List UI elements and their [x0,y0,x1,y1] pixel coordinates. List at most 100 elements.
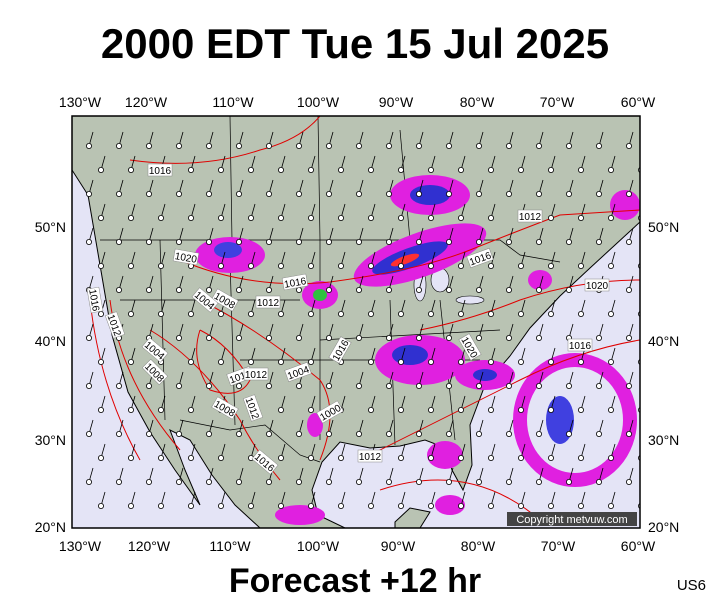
lat-label-left: 40°N [35,333,66,349]
station [145,430,152,437]
station [397,502,404,509]
station [295,238,302,245]
station [277,262,284,269]
station [217,358,224,365]
station [217,454,224,461]
station [638,263,640,269]
station [86,190,93,197]
station [277,454,284,461]
station [397,406,404,413]
station [397,454,404,461]
station [475,334,482,341]
station [355,286,362,293]
station [445,478,452,485]
station [205,190,212,197]
station [385,430,392,437]
station [157,214,164,221]
station [518,358,525,365]
station [116,142,123,149]
isobar-label: 1012 [243,367,269,381]
station [608,502,615,509]
isobar-label-text: 1012 [359,452,382,463]
station [247,262,254,269]
station [307,406,314,413]
station [608,166,615,173]
isobar-label: 1016 [567,338,593,352]
station [475,286,482,293]
station [578,454,585,461]
station [566,190,573,197]
isobar-label-box [251,449,279,475]
station [307,310,314,317]
station [638,503,640,509]
lon-label-bottom: 120°W [128,538,171,554]
station [397,310,404,317]
station [175,190,182,197]
station [86,142,93,149]
lat-label-right: 40°N [648,333,679,349]
station [548,406,555,413]
station [217,502,224,509]
station [355,190,362,197]
station [626,238,633,245]
map-area [72,116,645,528]
wind-barb [641,300,645,314]
station [205,142,212,149]
yucatan [394,507,431,528]
lon-label-top: 130°W [59,94,102,110]
station [536,478,543,485]
station [187,166,194,173]
station [626,286,633,293]
station [505,430,512,437]
station [475,238,482,245]
station [518,262,525,269]
station [457,166,464,173]
station [187,214,194,221]
station [307,454,314,461]
station [98,358,105,365]
lat-label-left: 20°N [35,519,66,535]
station [608,310,615,317]
station [505,382,512,389]
station [355,142,362,149]
station [205,334,212,341]
station [415,382,422,389]
lon-label-top: 70°W [540,94,575,110]
station [127,454,134,461]
forecast-label: Forecast +12 hr [229,562,481,600]
station [475,382,482,389]
station [548,454,555,461]
lon-label-top: 80°W [460,94,495,110]
station [355,334,362,341]
station [98,262,105,269]
station [277,166,284,173]
station [518,502,525,509]
station [578,502,585,509]
station [325,382,332,389]
isobar-label-box [281,273,309,291]
station [427,214,434,221]
station [638,167,640,173]
wind-barb [641,204,645,218]
station [295,190,302,197]
station [578,310,585,317]
lon-label-top: 60°W [621,94,656,110]
station [566,430,573,437]
station [638,359,640,365]
station [415,478,422,485]
station [638,455,640,461]
station [127,406,134,413]
station [157,454,164,461]
wind-barb [641,156,645,170]
station [205,430,212,437]
station [487,358,494,365]
station [187,310,194,317]
wind-barb [641,444,645,458]
lon-label-bottom: 60°W [621,538,656,554]
station [86,334,93,341]
lon-label-bottom: 90°W [381,538,416,554]
station [536,430,543,437]
station [427,454,434,461]
station [367,166,374,173]
station [86,382,93,389]
